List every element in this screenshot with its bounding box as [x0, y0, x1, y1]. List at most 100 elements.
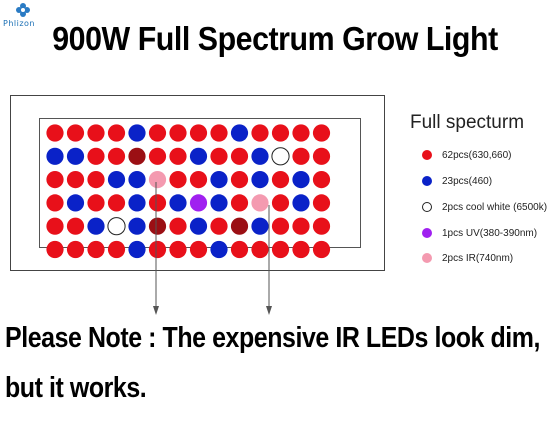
brand-name: Phlizon [3, 19, 36, 28]
red-led [271, 217, 290, 235]
red-led [148, 240, 167, 259]
red-led [312, 124, 331, 142]
legend-item-blue: 23pcs(460) [422, 174, 492, 188]
legend-label: 23pcs(460) [442, 175, 493, 187]
note-line-2: but it works. [5, 372, 147, 404]
red-led [312, 147, 331, 165]
blue-led [128, 124, 146, 142]
legend-label: 2pcs cool white (6500k) [442, 201, 548, 213]
blue-led [66, 194, 85, 212]
blue-led [210, 194, 228, 212]
blue-led [128, 240, 146, 259]
note-line-1: Please Note : The expensive IR LEDs look… [5, 322, 541, 354]
red-led [148, 124, 167, 142]
red-led [66, 217, 85, 235]
red-led [169, 217, 187, 235]
blue-led [128, 217, 146, 235]
red-led [169, 171, 187, 189]
red-led [251, 240, 269, 259]
red-led [107, 240, 126, 259]
ir-pointer-arrow-left [153, 306, 159, 315]
red-led [66, 240, 85, 259]
ir-led-dot-icon [422, 253, 432, 263]
ir-led [251, 194, 269, 212]
blue-led [128, 171, 146, 189]
red-led [87, 124, 105, 142]
red-led [271, 171, 290, 189]
dark-red-led [128, 147, 146, 165]
red-led [87, 171, 105, 189]
blue-led [107, 171, 126, 189]
blue-led [189, 147, 208, 165]
red-led [210, 124, 228, 142]
red-led [312, 194, 331, 212]
red-led [87, 240, 105, 259]
red-led [46, 240, 64, 259]
red-led [292, 124, 310, 142]
red-led [230, 147, 249, 165]
blue-led [251, 147, 269, 165]
legend-title: Full specturm [410, 112, 525, 133]
legend-item-red: 62pcs(630,660) [422, 148, 512, 162]
red-led [271, 240, 290, 259]
ir-led [148, 171, 167, 189]
red-led [292, 217, 310, 235]
legend-item-white: 2pcs cool white (6500k) [422, 200, 547, 214]
blue-led [128, 194, 146, 212]
red-led [312, 240, 331, 259]
blue-led [251, 217, 269, 235]
blue-led [169, 194, 187, 212]
dark-red-led [148, 217, 167, 235]
blue-led [251, 171, 269, 189]
white-led [271, 147, 290, 166]
blue-led [189, 217, 208, 235]
red-led [271, 194, 290, 212]
red-led [87, 147, 105, 165]
uv-led-dot-icon [422, 228, 432, 238]
red-led [107, 124, 126, 142]
uv-led [189, 194, 208, 212]
red-led [46, 194, 64, 212]
red-led [46, 124, 64, 142]
red-led [312, 171, 331, 189]
red-led [46, 217, 64, 235]
page-title: 900W Full Spectrum Grow Light [52, 20, 498, 57]
red-led [189, 124, 208, 142]
red-led [46, 171, 64, 189]
red-led [210, 217, 228, 235]
red-led [271, 124, 290, 142]
red-led [66, 171, 85, 189]
blue-led [87, 217, 105, 235]
red-led [251, 124, 269, 142]
red-led [230, 240, 249, 259]
blue-led [66, 147, 85, 165]
red-led [107, 147, 126, 165]
legend-label: 1pcs UV(380-390nm) [442, 227, 538, 239]
flower-icon [16, 3, 30, 17]
red-led [312, 217, 331, 235]
red-led [148, 194, 167, 212]
blue-led [210, 171, 228, 189]
red-led [107, 194, 126, 212]
legend-label: 62pcs(630,660) [442, 149, 512, 161]
red-led [169, 124, 187, 142]
red-led [169, 147, 187, 165]
white-led-dot-icon [422, 202, 432, 212]
blue-led [292, 194, 310, 212]
white-led [107, 217, 126, 236]
blue-led [46, 147, 64, 165]
red-led [292, 240, 310, 259]
red-led-dot-icon [422, 150, 432, 160]
red-led [230, 171, 249, 189]
blue-led [210, 240, 228, 259]
red-led [66, 124, 85, 142]
red-led [169, 240, 187, 259]
red-led [148, 147, 167, 165]
ir-pointer-arrow-right [266, 306, 272, 315]
legend-label: 2pcs IR(740nm) [442, 252, 514, 264]
blue-led-dot-icon [422, 176, 432, 186]
brand-logo: Phlizon [3, 2, 49, 32]
red-led [87, 194, 105, 212]
blue-led [292, 171, 310, 189]
